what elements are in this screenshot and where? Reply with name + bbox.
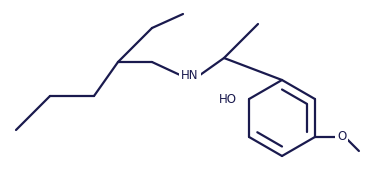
Text: HO: HO (219, 93, 237, 105)
Text: O: O (337, 130, 346, 143)
Text: HN: HN (181, 69, 199, 82)
